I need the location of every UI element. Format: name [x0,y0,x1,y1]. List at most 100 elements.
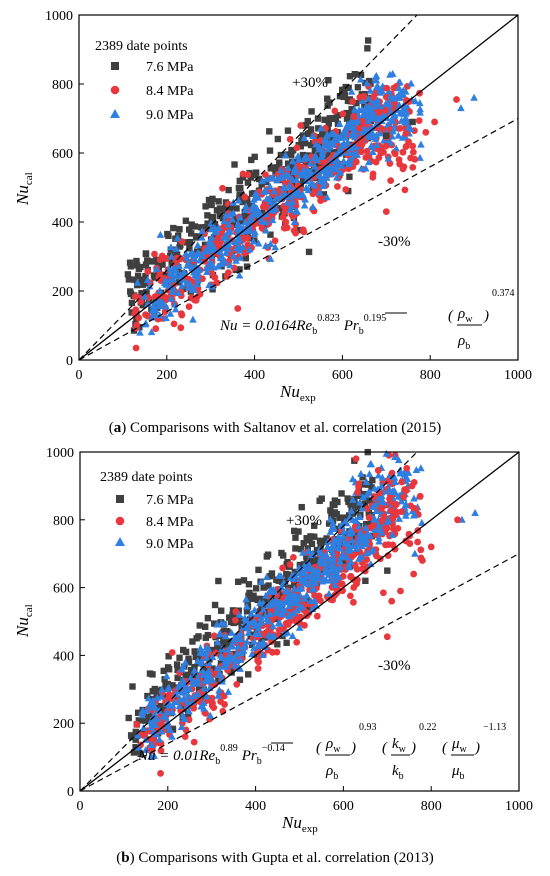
data-point-b-343 [305,606,313,613]
data-point-a-1181 [294,155,303,163]
data-point-b-1438 [410,494,418,502]
data-point-b-1069 [289,574,298,582]
data-point-a-962 [333,136,341,144]
data-point-b-48 [298,503,305,511]
data-point-a-1362 [347,87,356,95]
data-point-b-1355 [231,632,240,640]
data-point-b-390 [363,520,370,528]
data-point-a-1356 [224,245,233,253]
data-point-a-1170 [327,140,336,148]
data-point-b-1187 [270,631,278,639]
data-point-b-432 [168,649,176,656]
data-point-a-1278 [319,166,328,174]
data-point-b-412 [261,583,268,591]
plus30-label-a: +30% [292,75,328,91]
data-point-b-459 [150,735,158,743]
data-point-b-363 [325,520,333,527]
data-point-b-265 [185,655,192,662]
data-point-b-1431 [410,478,418,486]
y-axis-label-a: Nucal [13,172,35,206]
data-point-b-966 [295,569,304,577]
data-point-a-1262 [147,328,156,336]
data-point-a-94 [185,226,193,233]
data-point-b-1289 [224,653,233,661]
data-point-b-953 [158,685,166,693]
data-point-a-1481 [457,104,465,112]
data-point-a-1439 [409,148,417,156]
data-point-b-912 [250,643,258,651]
data-point-b-376 [266,572,274,580]
data-point-b-1295 [289,570,298,578]
data-point-a-1230 [340,158,349,166]
y-tick-label-b-5: 1000 [46,446,74,461]
svg-text:ρw: ρw [457,306,473,325]
data-point-a-1406 [376,114,385,122]
data-point-a-944 [175,261,183,269]
data-point-a-1468 [366,86,375,94]
data-point-b-402 [306,537,313,544]
data-point-b-1046 [183,697,192,705]
x-tick-label-a-5: 1000 [504,368,532,383]
data-point-a-1237 [235,271,244,279]
data-point-b-818 [269,648,276,656]
data-point-a-1367 [383,84,391,92]
data-point-a-1187 [341,128,350,136]
data-point-b-1430 [391,478,399,486]
data-point-b-970 [262,591,270,599]
data-point-a-1012 [174,289,183,297]
data-point-b-1282 [269,622,277,630]
data-point-a-169 [175,270,183,278]
data-point-b-1444 [362,478,371,486]
data-point-a-1398 [364,158,373,166]
data-point-a-253 [236,266,243,273]
data-point-a-136 [269,164,276,171]
data-point-a-71 [177,241,184,249]
data-point-b-1064 [234,663,243,671]
data-point-a-639 [132,293,139,300]
data-point-a-1208 [240,227,249,235]
data-point-b-82 [202,634,210,641]
plot-frame-a [78,14,519,361]
data-point-b-291 [311,533,318,540]
data-point-a-797 [369,170,377,178]
data-point-b-283 [174,666,181,674]
data-point-a-248 [209,213,216,221]
data-point-a-1234 [309,202,317,210]
y-tick-label-a-0: 0 [66,354,73,369]
data-point-a-405 [266,128,273,135]
data-point-a-335 [137,263,144,271]
data-point-a-1205 [280,184,288,192]
data-point-b-1364 [365,470,374,478]
data-point-b-177 [153,691,160,698]
data-point-a-972 [300,201,309,209]
data-point-b-1239 [215,670,224,678]
data-point-a-403 [126,259,134,266]
data-point-a-1462 [407,79,415,87]
data-point-b-959 [248,650,256,658]
data-point-b-1122 [361,536,369,544]
svg-text:ρw: ρw [325,736,341,755]
data-point-b-1316 [283,628,292,636]
data-point-a-876 [167,252,176,260]
data-point-a-1451 [370,93,377,101]
data-point-a-784 [239,170,247,178]
data-point-b-783 [286,618,294,625]
data-point-a-1185 [140,292,149,300]
data-point-a-1458 [399,86,408,94]
legend-label-90-a: 9.0 MPa [146,108,194,123]
data-point-a-1199 [327,164,336,172]
data-point-b-49 [135,717,142,724]
data-point-a-997 [161,276,170,284]
data-point-b-1343 [272,607,281,615]
data-point-a-320 [364,37,372,44]
data-point-a-226 [243,263,251,270]
data-point-a-271 [328,136,335,143]
data-point-b-314 [130,749,138,756]
data-point-a-243 [239,217,247,225]
data-point-a-1269 [252,192,260,200]
data-point-a-1277 [245,221,253,229]
equation-a: Nu = 0.0164Reb0.823 Prb0.195 ( ρw ρb ) 0.… [219,288,515,352]
data-point-a-4 [233,205,240,212]
data-point-a-1317 [291,163,299,171]
data-point-b-297 [220,636,227,643]
